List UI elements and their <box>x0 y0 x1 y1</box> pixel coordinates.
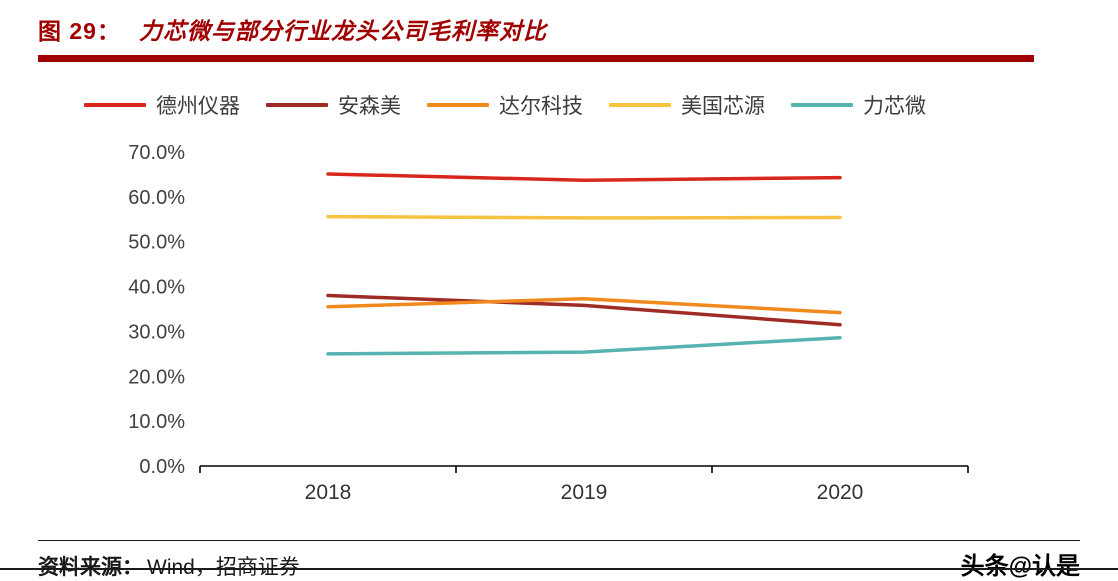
figure-title: 力芯微与部分行业龙头公司毛利率对比 <box>138 18 547 44</box>
x-tick-label: 2018 <box>305 481 352 504</box>
footer-divider <box>38 540 1080 541</box>
legend-label: 德州仪器 <box>156 95 240 118</box>
legend-item-2: 达尔科技 <box>427 90 583 120</box>
series-line-4 <box>326 335 842 356</box>
footer: 资料来源： Wind，招商证券 头条@认是 <box>38 546 1080 581</box>
legend-item-3: 美国芯源 <box>609 90 765 120</box>
figure-number-label: 图 29： <box>38 18 121 44</box>
legend-swatch <box>84 103 146 107</box>
legend-item-1: 安森美 <box>266 90 401 120</box>
y-tick-label: 20.0% <box>128 366 185 388</box>
watermark-text: 头条@认是 <box>960 553 1080 580</box>
page-bottom-edge <box>0 568 1118 570</box>
figure-header: 图 29： 力芯微与部分行业龙头公司毛利率对比 <box>38 12 1034 62</box>
y-tick-label: 10.0% <box>128 411 185 433</box>
series-line-2 <box>326 296 842 315</box>
x-tick-label: 2020 <box>817 481 864 504</box>
figure-title-row: 图 29： 力芯微与部分行业龙头公司毛利率对比 <box>38 12 1034 46</box>
y-tick-label: 60.0% <box>128 187 185 209</box>
legend-swatch <box>609 103 671 107</box>
y-tick-label: 0.0% <box>139 456 185 478</box>
legend-item-4: 力芯微 <box>791 90 926 120</box>
y-tick-label: 40.0% <box>128 277 185 299</box>
x-tick-label: 2019 <box>561 481 608 504</box>
legend: 德州仪器 安森美 达尔科技 美国芯源 力芯微 <box>84 90 926 120</box>
y-tick-label: 30.0% <box>128 321 185 343</box>
legend-label: 美国芯源 <box>681 95 765 118</box>
legend-label: 力芯微 <box>863 95 926 118</box>
legend-swatch <box>266 103 328 107</box>
y-tick-label: 70.0% <box>128 142 185 164</box>
y-tick-label: 50.0% <box>128 232 185 254</box>
legend-item-0: 德州仪器 <box>84 90 240 120</box>
series-line-1 <box>326 293 842 327</box>
source-note: 资料来源： Wind，招商证券 <box>38 551 300 581</box>
series-line-0 <box>326 172 842 183</box>
legend-swatch <box>427 103 489 107</box>
legend-label: 达尔科技 <box>499 95 583 118</box>
header-accent-rule <box>38 55 1034 62</box>
line-chart: 0.0% 10.0% 20.0% 30.0% 40.0% 50.0% 60.0% 70.0% 2… <box>95 135 995 510</box>
series-line-3 <box>326 214 842 220</box>
legend-swatch <box>791 103 853 107</box>
legend-label: 安森美 <box>338 95 401 118</box>
chart-canvas: 0.0% 10.0% 20.0% 30.0% 40.0% 50.0% 60.0% 70.0% 2… <box>128 142 969 504</box>
